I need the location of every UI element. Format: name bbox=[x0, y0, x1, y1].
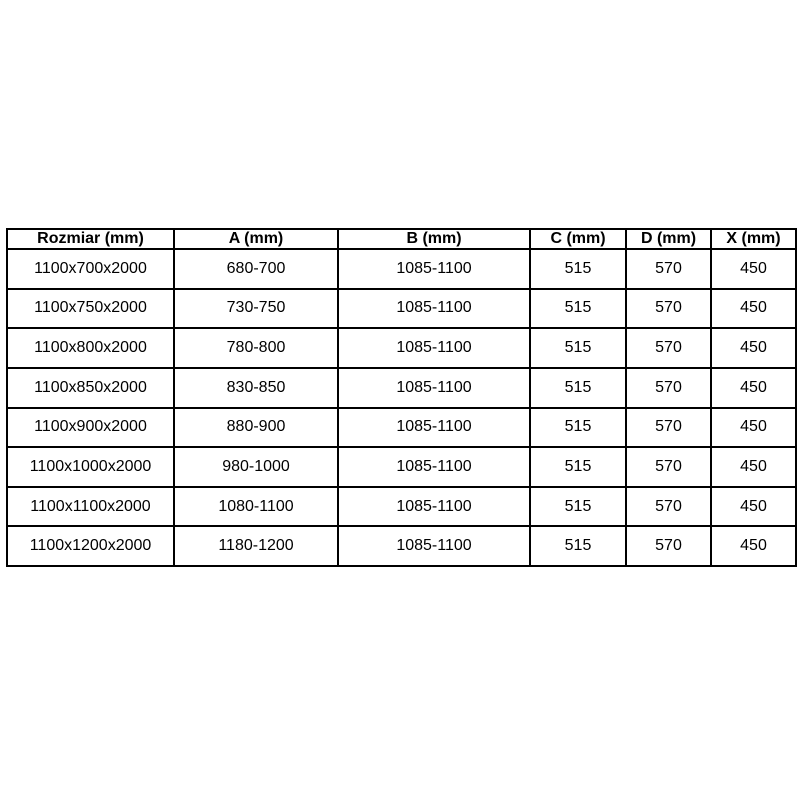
table-cell: 515 bbox=[529, 366, 627, 409]
column-header: C (mm) bbox=[529, 228, 627, 250]
table-cell: 450 bbox=[710, 366, 797, 409]
table-cell: 450 bbox=[710, 525, 797, 567]
table-cell: 515 bbox=[529, 327, 627, 369]
table-cell: 1100x850x2000 bbox=[6, 366, 175, 409]
table-cell: 1085-1100 bbox=[337, 287, 531, 330]
table-cell: 515 bbox=[529, 446, 627, 488]
table-cell: 1085-1100 bbox=[337, 525, 531, 567]
column-header: Rozmiar (mm) bbox=[6, 228, 175, 250]
table-cell: 570 bbox=[625, 327, 712, 369]
table-cell: 680-700 bbox=[173, 248, 339, 290]
table-row: 1100x900x2000 880-900 1085-1100 515 570 450 bbox=[6, 406, 797, 449]
size-spec-table: Rozmiar (mm) A (mm) B (mm) C (mm) D (mm) X (m… bbox=[6, 228, 797, 567]
table-cell: 730-750 bbox=[173, 287, 339, 330]
table-cell: 1180-1200 bbox=[173, 525, 339, 567]
table-cell: 1085-1100 bbox=[337, 485, 531, 528]
table-row: 1100x800x2000 780-800 1085-1100 515 570 450 bbox=[6, 327, 797, 369]
table-cell: 780-800 bbox=[173, 327, 339, 369]
table-body: 1100x700x2000 680-700 1085-1100 515 570 450 11… bbox=[6, 248, 797, 567]
size-spec-table-container: Rozmiar (mm) A (mm) B (mm) C (mm) D (mm) X (m… bbox=[6, 228, 797, 567]
table-cell: 515 bbox=[529, 248, 627, 290]
table-row: 1100x1000x2000 980-1000 1085-1100 515 570 450 bbox=[6, 446, 797, 488]
table-cell: 1100x900x2000 bbox=[6, 406, 175, 449]
table-cell: 570 bbox=[625, 485, 712, 528]
table-row: 1100x750x2000 730-750 1085-1100 515 570 450 bbox=[6, 287, 797, 330]
table-cell: 515 bbox=[529, 287, 627, 330]
table-row: 1100x850x2000 830-850 1085-1100 515 570 450 bbox=[6, 366, 797, 409]
table-cell: 1085-1100 bbox=[337, 446, 531, 488]
table-cell: 1080-1100 bbox=[173, 485, 339, 528]
table-row: 1100x1100x2000 1080-1100 1085-1100 515 570 45… bbox=[6, 485, 797, 528]
table-cell: 1100x1100x2000 bbox=[6, 485, 175, 528]
table-header-row: Rozmiar (mm) A (mm) B (mm) C (mm) D (mm) X (m… bbox=[6, 228, 797, 250]
table-cell: 1085-1100 bbox=[337, 406, 531, 449]
table-cell: 570 bbox=[625, 406, 712, 449]
table-cell: 450 bbox=[710, 406, 797, 449]
column-header: B (mm) bbox=[337, 228, 531, 250]
table-row: 1100x700x2000 680-700 1085-1100 515 570 450 bbox=[6, 248, 797, 290]
table-cell: 450 bbox=[710, 485, 797, 528]
table-cell: 570 bbox=[625, 248, 712, 290]
table-cell: 450 bbox=[710, 248, 797, 290]
table-cell: 570 bbox=[625, 287, 712, 330]
table-cell: 1100x700x2000 bbox=[6, 248, 175, 290]
table-cell: 450 bbox=[710, 287, 797, 330]
table-cell: 1100x1000x2000 bbox=[6, 446, 175, 488]
table-cell: 830-850 bbox=[173, 366, 339, 409]
table-cell: 1100x1200x2000 bbox=[6, 525, 175, 567]
table-cell: 570 bbox=[625, 446, 712, 488]
table-cell: 570 bbox=[625, 525, 712, 567]
table-cell: 1100x800x2000 bbox=[6, 327, 175, 369]
table-cell: 515 bbox=[529, 406, 627, 449]
table-cell: 1085-1100 bbox=[337, 248, 531, 290]
table-cell: 515 bbox=[529, 525, 627, 567]
table-cell: 450 bbox=[710, 446, 797, 488]
column-header: X (mm) bbox=[710, 228, 797, 250]
column-header: D (mm) bbox=[625, 228, 712, 250]
table-cell: 1100x750x2000 bbox=[6, 287, 175, 330]
table-row: 1100x1200x2000 1180-1200 1085-1100 515 570 45… bbox=[6, 525, 797, 567]
table-cell: 1085-1100 bbox=[337, 366, 531, 409]
table-cell: 570 bbox=[625, 366, 712, 409]
table-head: Rozmiar (mm) A (mm) B (mm) C (mm) D (mm) X (m… bbox=[6, 228, 797, 250]
table-cell: 1085-1100 bbox=[337, 327, 531, 369]
table-cell: 450 bbox=[710, 327, 797, 369]
table-cell: 980-1000 bbox=[173, 446, 339, 488]
table-cell: 515 bbox=[529, 485, 627, 528]
column-header: A (mm) bbox=[173, 228, 339, 250]
table-cell: 880-900 bbox=[173, 406, 339, 449]
